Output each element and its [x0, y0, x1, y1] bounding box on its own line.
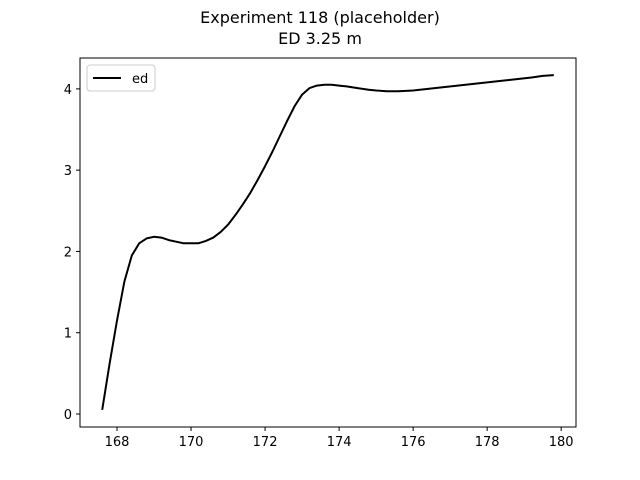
- y-tick-label: 3: [64, 164, 72, 179]
- x-tick-label: 172: [253, 435, 278, 450]
- y-tick-label: 0: [64, 408, 72, 423]
- axis-ticks: 168 170 172 174 176 178 180 0 1 2 3 4: [64, 83, 574, 450]
- plot-frame: [79, 57, 577, 428]
- y-tick-label: 1: [64, 327, 72, 342]
- x-tick-label: 168: [105, 435, 130, 450]
- data-lines: [101, 74, 554, 411]
- chart-subtitle: ED 3.25 m: [278, 29, 362, 48]
- x-tick-label: 176: [401, 435, 426, 450]
- legend-label: ed: [132, 72, 148, 87]
- y-tick-label: 4: [64, 83, 72, 98]
- legend: ed: [86, 64, 156, 92]
- x-tick-label: 178: [475, 435, 500, 450]
- x-tick-label: 170: [179, 435, 204, 450]
- chart-title: Experiment 118 (placeholder): [200, 8, 440, 27]
- x-tick-label: 180: [549, 435, 574, 450]
- series-line-ed: [101, 74, 554, 411]
- y-tick-label: 2: [64, 245, 72, 260]
- x-tick-label: 174: [327, 435, 352, 450]
